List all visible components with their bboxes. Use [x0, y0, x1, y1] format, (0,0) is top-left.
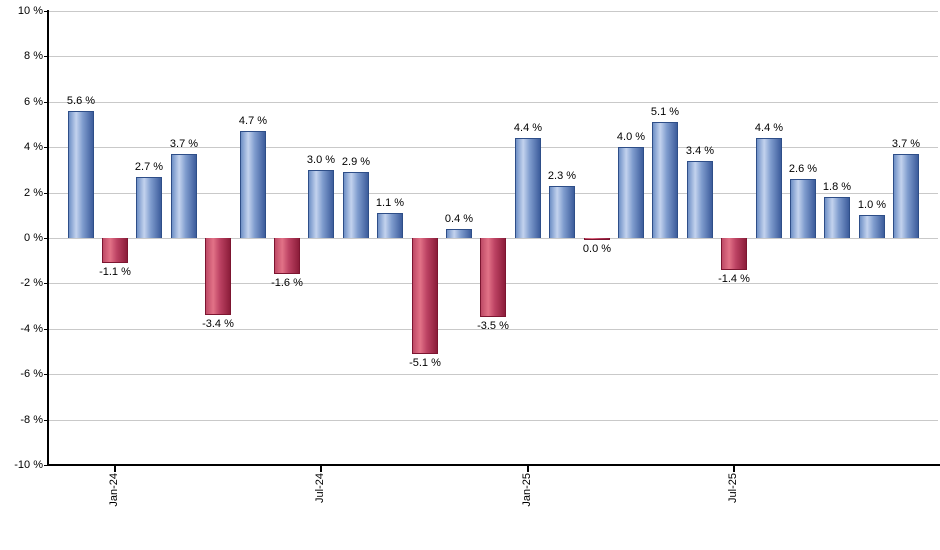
y-axis-tick-label: 4 %	[24, 141, 43, 153]
bar-Oct-25	[824, 197, 850, 238]
bar-Jul-24	[308, 170, 334, 238]
y-axis-tick	[44, 102, 48, 103]
y-axis-tick	[44, 374, 48, 375]
x-axis-tick	[320, 465, 322, 472]
x-axis-tick-label: Jan-25	[521, 473, 533, 507]
y-axis-tick	[44, 283, 48, 284]
y-axis-tick	[44, 420, 48, 421]
y-axis-tick-label: -2 %	[20, 277, 43, 289]
bar-Jun-24	[274, 238, 300, 274]
bar-Mar-24	[171, 154, 197, 238]
bar-Mar-25	[584, 238, 610, 240]
bar-value-label-Nov-24: 0.4 %	[444, 213, 474, 225]
bar-value-label-Oct-24: -5.1 %	[409, 357, 441, 369]
bar-value-label-Apr-24: -3.4 %	[202, 318, 234, 330]
bar-value-label-Jun-25: 3.4 %	[685, 145, 715, 157]
bar-value-label-Jan-24: -1.1 %	[99, 266, 131, 278]
y-axis-tick-label: 2 %	[24, 187, 43, 199]
bar-value-label-Dec-24: -3.5 %	[477, 320, 509, 332]
y-axis-tick-label: 6 %	[24, 96, 43, 108]
bar-value-label-Apr-25: 4.0 %	[616, 131, 646, 143]
y-axis-tick	[44, 147, 48, 148]
y-axis-tick	[44, 329, 48, 330]
x-axis-tick-label: Jan-24	[108, 473, 120, 507]
bar-May-24	[240, 131, 266, 238]
bar-Dec-24	[480, 238, 506, 317]
bar-value-label-Feb-24: 2.7 %	[134, 161, 164, 173]
bar-Nov-24	[446, 229, 472, 238]
gridline	[48, 56, 938, 57]
bar-Apr-25	[618, 147, 644, 238]
y-axis-tick-label: -8 %	[20, 414, 43, 426]
gridline	[48, 374, 938, 375]
bar-value-label-Sep-24: 1.1 %	[375, 197, 405, 209]
bar-Apr-24	[205, 238, 231, 315]
x-axis-tick	[733, 465, 735, 472]
gridline	[48, 11, 938, 12]
bar-Feb-24	[136, 177, 162, 238]
bar-value-label-Aug-24: 2.9 %	[341, 156, 371, 168]
y-axis-tick-label: 0 %	[24, 232, 43, 244]
x-axis-line	[47, 464, 940, 466]
y-axis-tick	[44, 465, 48, 466]
bar-Sep-24	[377, 213, 403, 238]
bar-value-label-Mar-24: 3.7 %	[169, 138, 199, 150]
x-axis-tick-label: Jul-24	[314, 473, 326, 503]
gridline	[48, 102, 938, 103]
bar-Dec-25	[893, 154, 919, 238]
bar-Aug-25	[756, 138, 782, 238]
y-axis-tick-label: 8 %	[24, 50, 43, 62]
y-axis-tick-label: -6 %	[20, 368, 43, 380]
y-axis-tick	[44, 11, 48, 12]
bar-value-label-Dec-25: 3.7 %	[891, 138, 921, 150]
bar-value-label-Jul-25: -1.4 %	[718, 273, 750, 285]
bar-value-label-Dec-23: 5.6 %	[66, 95, 96, 107]
bar-Oct-24	[412, 238, 438, 354]
y-axis-tick	[44, 238, 48, 239]
y-axis-tick-label: 10 %	[17, 5, 43, 17]
bar-value-label-Oct-25: 1.8 %	[822, 181, 852, 193]
bar-Jan-25	[515, 138, 541, 238]
y-axis-line	[47, 10, 49, 466]
bar-Nov-25	[859, 215, 885, 238]
y-axis-tick-label: -10 %	[14, 459, 43, 471]
bar-value-label-Jan-25: 4.4 %	[513, 122, 543, 134]
bar-value-label-Nov-25: 1.0 %	[857, 199, 887, 211]
gridline	[48, 420, 938, 421]
x-axis-tick	[527, 465, 529, 472]
bar-Dec-23	[68, 111, 94, 238]
bar-Aug-24	[343, 172, 369, 238]
bar-Jan-24	[102, 238, 128, 263]
x-axis-tick	[114, 465, 116, 472]
bar-value-label-Jun-24: -1.6 %	[271, 277, 303, 289]
bar-Jul-25	[721, 238, 747, 270]
y-axis-tick-label: -4 %	[20, 323, 43, 335]
gridline	[48, 329, 938, 330]
y-axis-tick	[44, 56, 48, 57]
gridline	[48, 193, 938, 194]
gridline	[48, 147, 938, 148]
bar-value-label-May-24: 4.7 %	[238, 115, 268, 127]
bar-value-label-Aug-25: 4.4 %	[754, 122, 784, 134]
bar-value-label-Mar-25: 0.0 %	[582, 243, 612, 255]
bar-value-label-Feb-25: 2.3 %	[547, 170, 577, 182]
bar-May-25	[652, 122, 678, 238]
bar-value-label-Sep-25: 2.6 %	[788, 163, 818, 175]
bar-Feb-25	[549, 186, 575, 238]
bar-value-label-Jul-24: 3.0 %	[306, 154, 336, 166]
bar-Jun-25	[687, 161, 713, 238]
bar-Sep-25	[790, 179, 816, 238]
x-axis-tick-label: Jul-25	[727, 473, 739, 503]
y-axis-tick	[44, 193, 48, 194]
bar-value-label-May-25: 5.1 %	[650, 106, 680, 118]
